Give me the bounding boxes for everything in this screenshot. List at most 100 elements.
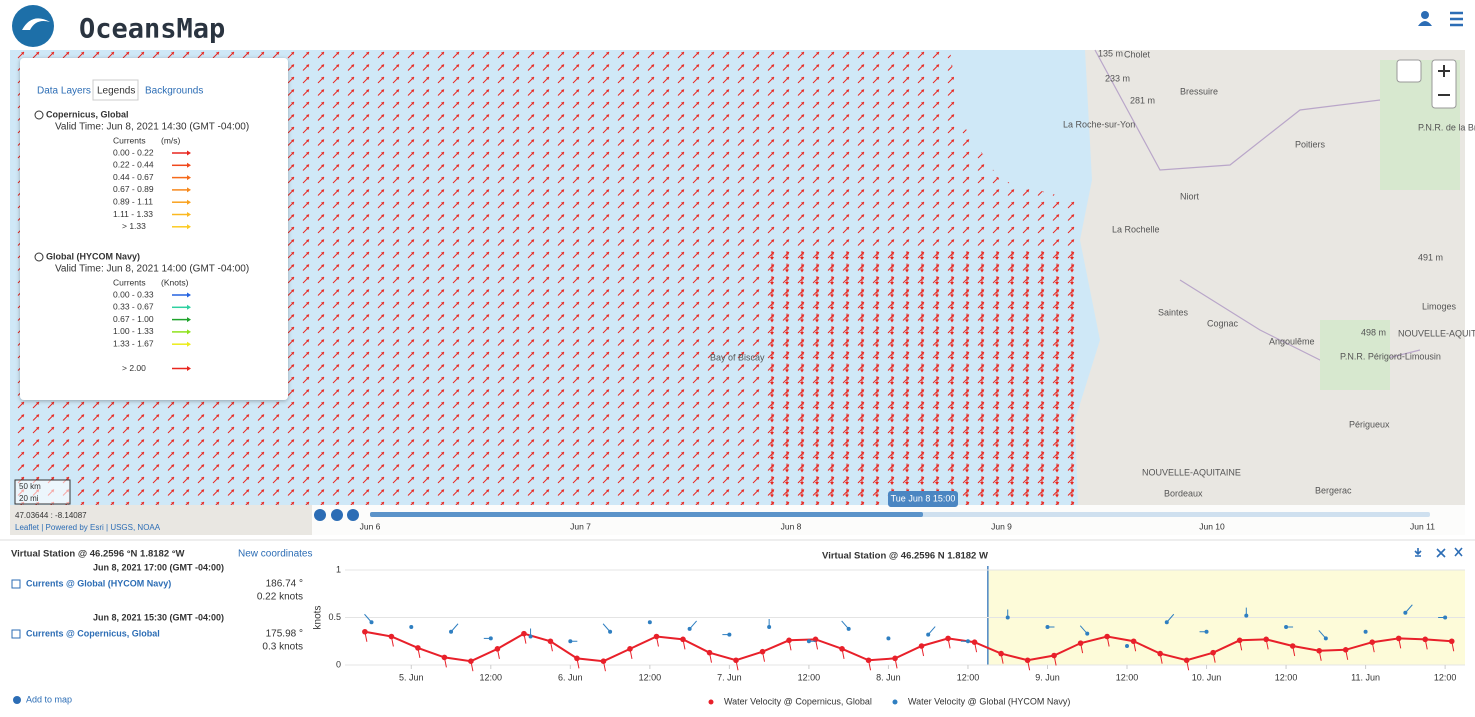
- chart: Virtual Station @ 46.2596 N 1.8182 W knot…: [313, 551, 1465, 706]
- panel-icons[interactable]: [1414, 547, 1463, 558]
- timeline-label: Jun 9: [991, 521, 1012, 531]
- valid-time: Valid Time: Jun 8, 2021 14:00 (GMT -04:0…: [55, 264, 249, 275]
- x-tick-label: 12:00: [1434, 672, 1457, 682]
- app-title: OceansMap: [79, 14, 225, 45]
- step-back-button[interactable]: [331, 509, 343, 521]
- timeline-progress: [370, 512, 923, 517]
- data-point: [1316, 647, 1323, 654]
- timeline-label: Jun 6: [360, 521, 381, 531]
- legend-marker[interactable]: [708, 699, 714, 705]
- data-point: [388, 633, 395, 640]
- legend-arrowhead: [187, 150, 191, 156]
- step-forward-button[interactable]: [347, 509, 359, 521]
- place-label: Saintes: [1158, 307, 1189, 317]
- data-point: [608, 629, 613, 634]
- legend-range: 0.44 - 0.67: [113, 172, 154, 182]
- place-label: P.N.R. de la Brenne: [1418, 122, 1475, 132]
- data-point: [1395, 635, 1402, 642]
- user-icon-body[interactable]: [1418, 21, 1432, 26]
- layer-icon: [34, 252, 44, 262]
- layer-checkbox[interactable]: [11, 579, 21, 589]
- legend-range: 0.89 - 1.11: [113, 196, 153, 206]
- y-axis-label: knots: [313, 606, 324, 630]
- place-label: Poitiers: [1295, 139, 1326, 149]
- menu-icon[interactable]: [1450, 11, 1463, 27]
- y-tick-label: 1: [336, 564, 341, 574]
- place-label: 233 m: [1105, 73, 1130, 83]
- legend-range: 0.00 - 0.22: [113, 147, 154, 157]
- data-point: [687, 626, 692, 631]
- timeline-bar: [312, 505, 1465, 535]
- data-point: [1236, 637, 1243, 644]
- add-icon[interactable]: [13, 696, 21, 704]
- data-point: [733, 657, 739, 664]
- legend-tab[interactable]: Data Layers: [37, 86, 91, 97]
- place-label: La Roche-sur-Yon: [1063, 119, 1135, 129]
- legend-arrowhead: [187, 366, 191, 371]
- legend-range: > 2.00: [122, 363, 146, 373]
- place-label: Périgueux: [1349, 419, 1390, 429]
- data-point: [647, 620, 652, 625]
- data-point: [1104, 633, 1110, 640]
- legend-tab[interactable]: Legends: [97, 86, 135, 97]
- data-point: [528, 634, 533, 639]
- legend-title: Copernicus, Global: [46, 109, 129, 119]
- data-point: [362, 628, 368, 635]
- new-coordinates-link[interactable]: New coordinates: [238, 549, 312, 560]
- layer-speed: 0.22 knots: [257, 592, 303, 603]
- data-point: [627, 646, 633, 652]
- place-label: Cognac: [1207, 318, 1239, 328]
- place-label: NOUVELLE-AQUITAINE: [1398, 328, 1475, 338]
- layer-name[interactable]: Currents @ Copernicus, Global: [26, 628, 160, 638]
- user-icon[interactable]: [1421, 11, 1429, 19]
- place-label: Cholet: [1124, 49, 1151, 59]
- place-label: 281 m: [1130, 95, 1155, 105]
- place-label: La Rochelle: [1112, 224, 1160, 234]
- legend-arrowhead: [187, 187, 191, 193]
- data-point: [1323, 636, 1328, 641]
- current-arrows-south: [760, 250, 1075, 505]
- data-point: [846, 626, 851, 631]
- attribution: Leaflet | Powered by Esri | USGS, NOAA: [15, 523, 161, 532]
- data-point: [1077, 640, 1084, 646]
- data-point: [1244, 613, 1249, 618]
- fullscreen-button[interactable]: [1396, 59, 1422, 83]
- x-tick-label: 5. Jun: [399, 672, 424, 682]
- data-point: [1210, 649, 1216, 656]
- add-to-map-link[interactable]: Add to map: [26, 694, 72, 704]
- layer-name[interactable]: Currents @ Global (HYCOM Navy): [26, 578, 171, 588]
- zoom-icons[interactable]: [1438, 65, 1450, 96]
- current-time-box: [888, 491, 958, 507]
- play-button[interactable]: [314, 509, 326, 521]
- legend-range: 0.67 - 1.00: [113, 314, 154, 324]
- x-tick-label: 9. Jun: [1035, 672, 1060, 682]
- data-point: [449, 629, 454, 634]
- data-point: [1363, 629, 1368, 634]
- valid-time: Valid Time: Jun 8, 2021 14:30 (GMT -04:0…: [55, 122, 249, 133]
- legend-variable: Currents: [113, 277, 146, 287]
- place-label: Bay of Biscay: [710, 352, 765, 362]
- layer-checkbox[interactable]: [11, 629, 21, 639]
- legend-marker[interactable]: [892, 699, 898, 705]
- legend-panel: Data Layers Legends Backgrounds Copernicus,…: [20, 58, 288, 400]
- data-point: [1342, 647, 1349, 653]
- scale-label: 20 mi: [19, 494, 39, 503]
- layer-direction: 186.74 °: [266, 579, 303, 590]
- legend-range: 0.22 - 0.44: [113, 160, 154, 170]
- data-point: [488, 636, 493, 641]
- legend-label[interactable]: Water Velocity @ Copernicus, Global: [724, 696, 872, 706]
- data-point: [574, 655, 580, 662]
- timeline[interactable]: Tue Jun 8 15:00 Jun 6 Jun 7 Jun 8 Jun 9 Jun …: [312, 491, 1465, 535]
- legend-tab[interactable]: Backgrounds: [145, 86, 203, 97]
- scale-bar: [14, 479, 71, 505]
- legend-label[interactable]: Water Velocity @ Global (HYCOM Navy): [908, 696, 1070, 706]
- data-point: [568, 639, 573, 644]
- legend-range: 1.11 - 1.33: [113, 209, 153, 219]
- data-point: [1183, 657, 1190, 664]
- data-point: [369, 620, 374, 625]
- x-tick-label: 12:00: [798, 672, 821, 682]
- legend-arrowhead: [187, 175, 191, 181]
- legend-unit: (Knots): [161, 277, 189, 287]
- data-point: [468, 658, 474, 664]
